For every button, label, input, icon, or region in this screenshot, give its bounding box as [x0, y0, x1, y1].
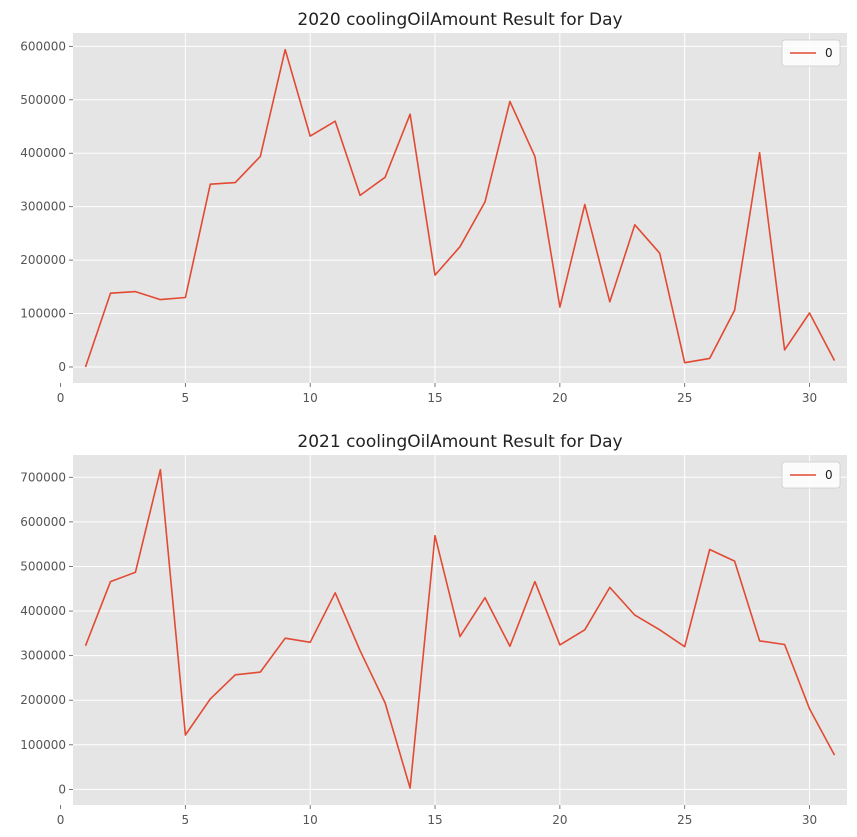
axis-ticks: 0 5 10 15 20 25 30 0 100000 200000 300000 400000 500… — [20, 470, 817, 827]
plot-area — [73, 455, 847, 805]
x-tick-label: 25 — [677, 391, 692, 405]
series-lines — [84, 48, 836, 368]
x-tick-label: 20 — [552, 813, 567, 827]
x-tick-label: 5 — [182, 813, 190, 827]
y-tick-label: 0 — [58, 782, 66, 796]
legend: 0 — [781, 39, 841, 67]
x-tick-label: 5 — [182, 391, 190, 405]
legend: 0 — [781, 461, 841, 489]
x-tick-label: 0 — [57, 391, 65, 405]
y-tick-label: 100000 — [20, 307, 66, 321]
x-tick-label: 10 — [303, 813, 318, 827]
x-tick-label: 30 — [802, 813, 817, 827]
grid — [60, 33, 847, 383]
legend-label: 0 — [825, 46, 833, 60]
series-line — [84, 48, 836, 368]
series-line — [84, 468, 836, 789]
x-tick-label: 25 — [677, 813, 692, 827]
y-tick-label: 0 — [58, 360, 66, 374]
y-tick-label: 500000 — [20, 93, 66, 107]
chart-2020: 0 5 10 15 20 25 30 0 100000 200000 300000 400000 500… — [20, 10, 847, 405]
chart-2021: 0 5 10 15 20 25 30 0 100000 200000 300000 400000 500… — [20, 432, 847, 827]
y-tick-label: 400000 — [20, 146, 66, 160]
y-tick-label: 100000 — [20, 738, 66, 752]
x-tick-label: 10 — [303, 391, 318, 405]
x-tick-label: 30 — [802, 391, 817, 405]
y-tick-label: 300000 — [20, 200, 66, 214]
x-tick-label: 15 — [427, 391, 442, 405]
axis-ticks: 0 5 10 15 20 25 30 0 100000 200000 300000 400000 500… — [20, 39, 817, 405]
x-tick-label: 0 — [57, 813, 65, 827]
chart-title: 2021 coolingOilAmount Result for Day — [297, 432, 622, 452]
y-tick-label: 700000 — [20, 470, 66, 484]
x-tick-label: 20 — [552, 391, 567, 405]
y-tick-label: 500000 — [20, 559, 66, 573]
series-lines — [84, 468, 836, 789]
y-tick-label: 300000 — [20, 649, 66, 663]
y-tick-label: 200000 — [20, 253, 66, 267]
x-tick-label: 15 — [427, 813, 442, 827]
y-tick-label: 600000 — [20, 515, 66, 529]
y-tick-label: 600000 — [20, 39, 66, 53]
plot-area — [73, 33, 847, 383]
y-tick-label: 400000 — [20, 604, 66, 618]
y-tick-label: 200000 — [20, 693, 66, 707]
grid — [60, 455, 847, 805]
chart-title: 2020 coolingOilAmount Result for Day — [297, 10, 622, 30]
legend-label: 0 — [825, 468, 833, 482]
